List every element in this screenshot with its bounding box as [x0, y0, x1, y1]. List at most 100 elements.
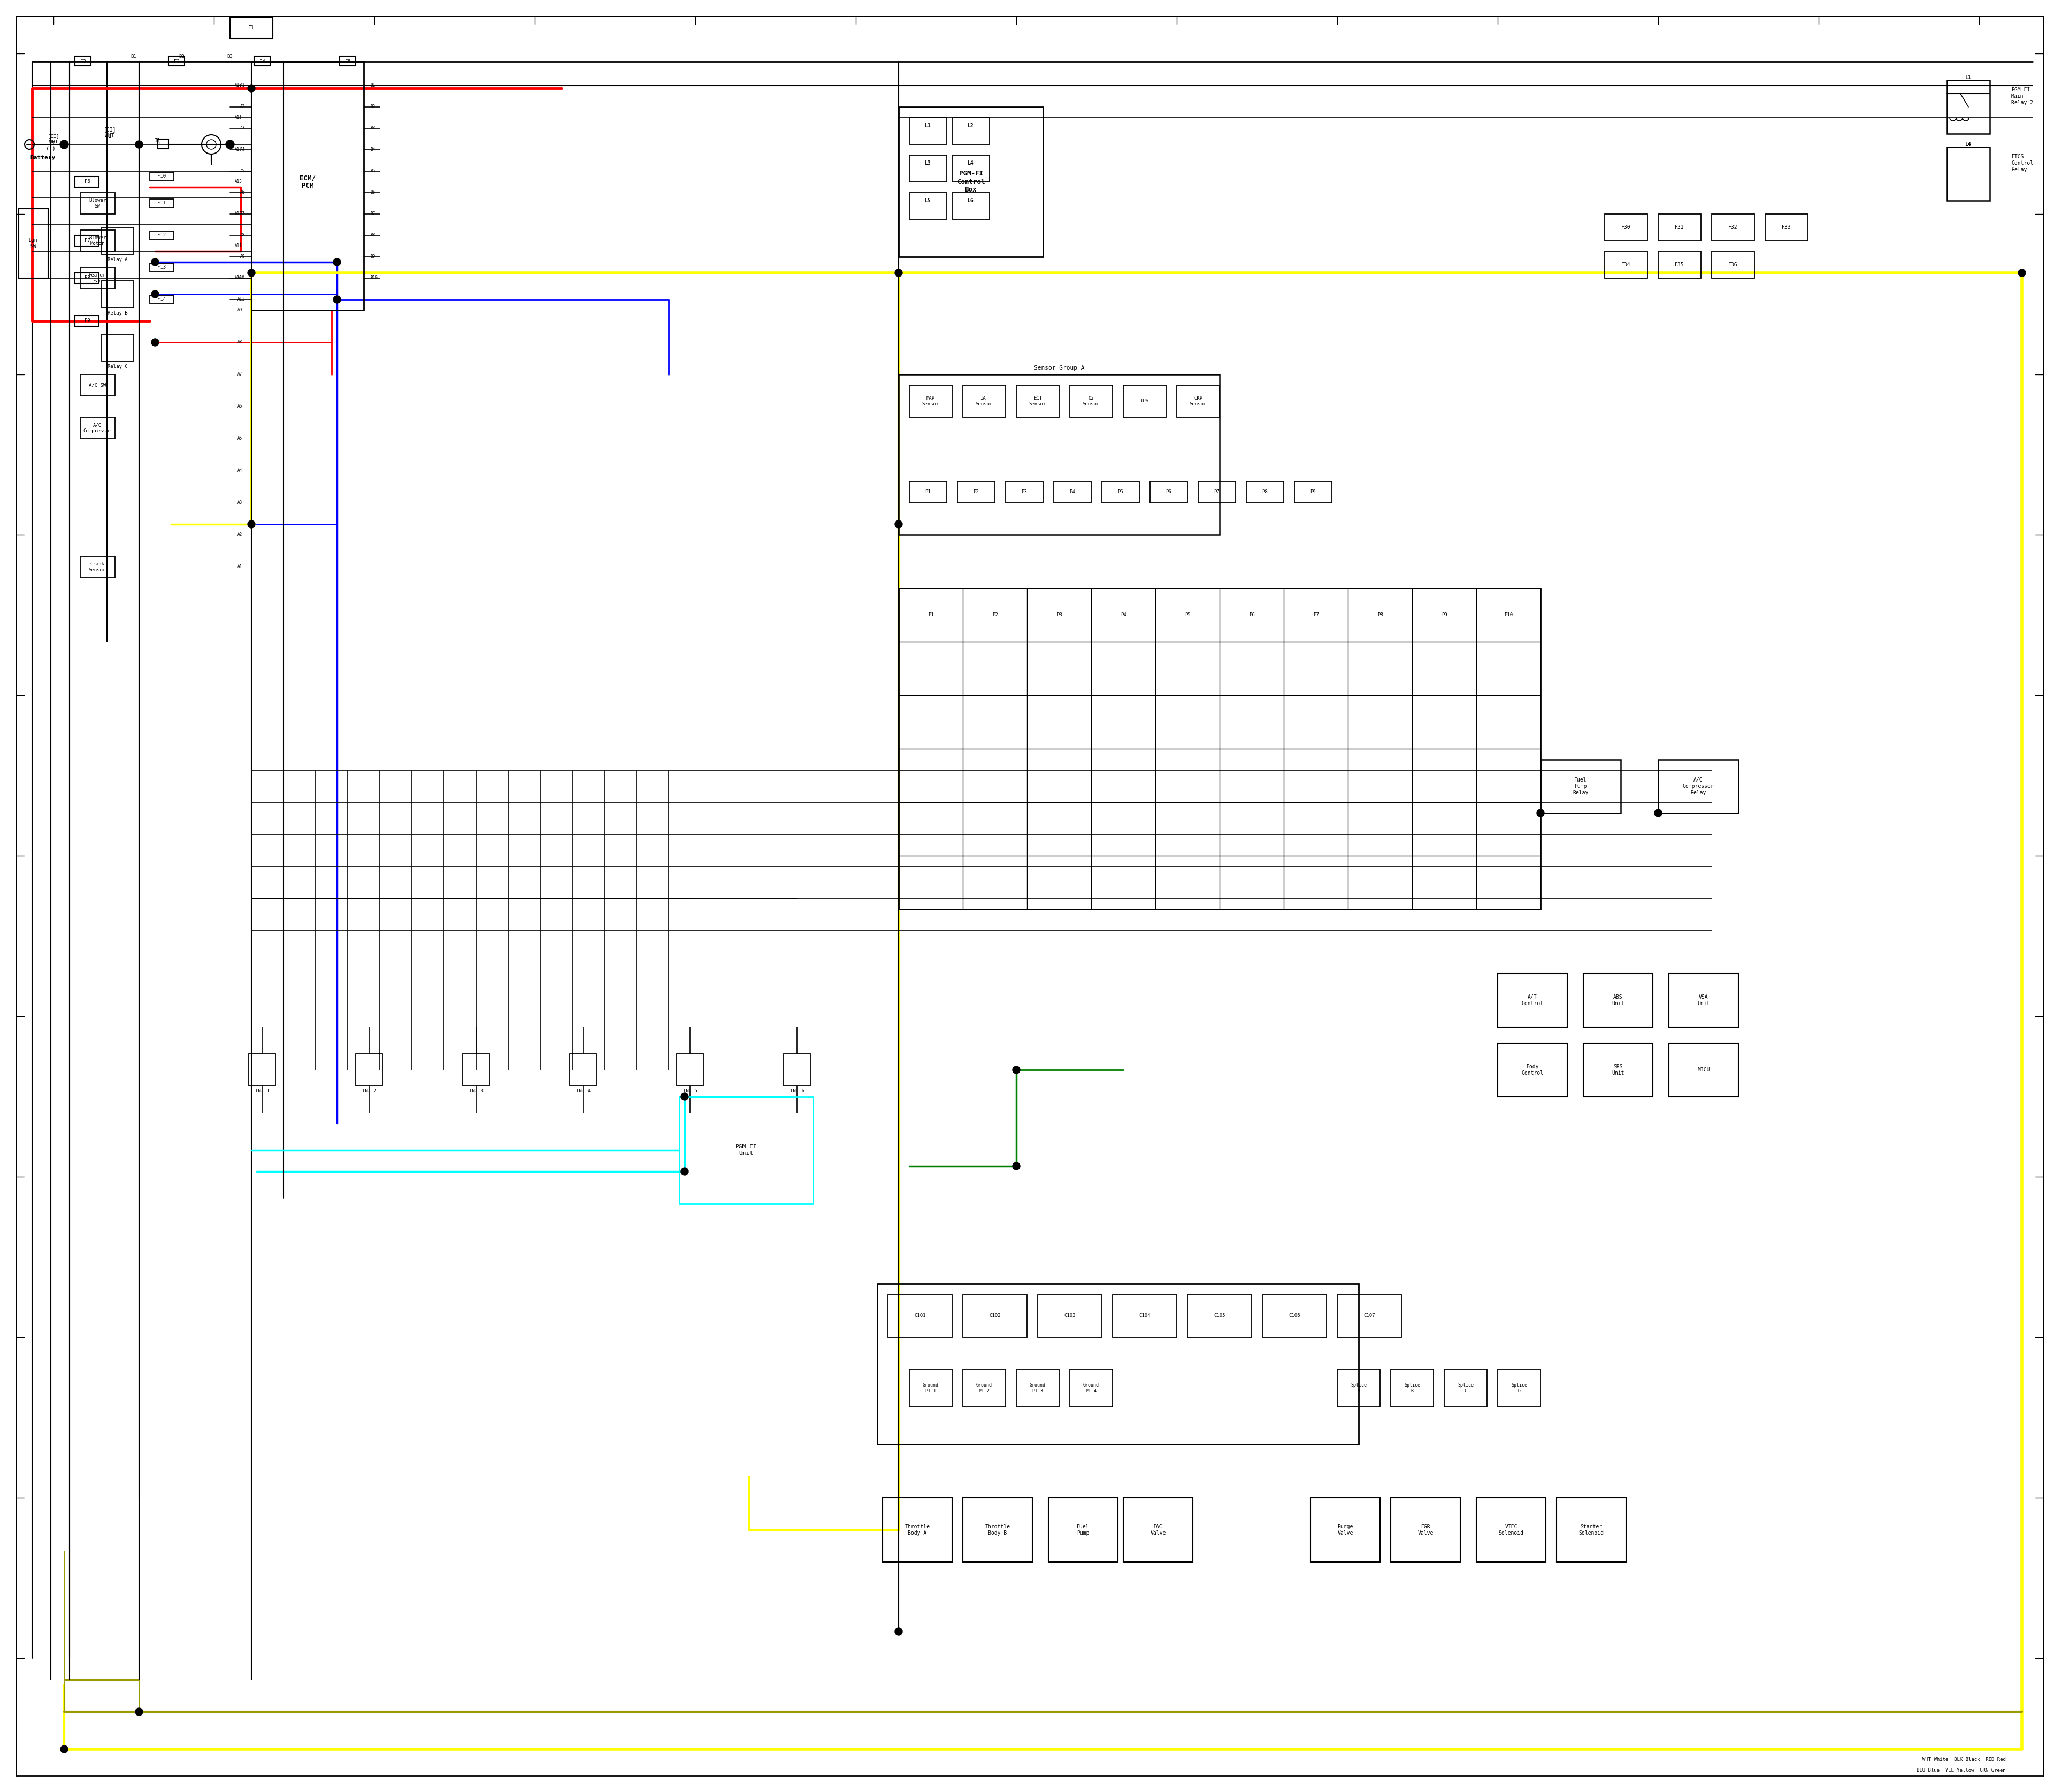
- Text: L4: L4: [1966, 142, 1972, 147]
- Circle shape: [249, 84, 255, 91]
- Text: B6: B6: [370, 190, 376, 195]
- Text: F5: F5: [345, 59, 351, 65]
- Bar: [1947, 81, 1990, 134]
- Text: WHT=White  BLK=Black  RED=Red: WHT=White BLK=Black RED=Red: [1923, 1758, 2007, 1762]
- Text: Starter
Solenoid: Starter Solenoid: [1580, 1525, 1604, 1536]
- Text: F32: F32: [1727, 224, 1738, 229]
- Text: P6: P6: [1167, 489, 1171, 495]
- Text: Crank
Sensor: Crank Sensor: [88, 563, 107, 572]
- Bar: [74, 235, 99, 246]
- Text: F13: F13: [158, 265, 166, 271]
- Text: T1: T1: [154, 138, 160, 143]
- Text: B3: B3: [370, 125, 376, 131]
- Text: A2: A2: [240, 104, 244, 109]
- Bar: [1497, 1369, 1540, 1407]
- Text: A6: A6: [238, 405, 242, 409]
- Text: Splice
C: Splice C: [1458, 1383, 1473, 1394]
- Text: TPS: TPS: [1140, 400, 1148, 403]
- Bar: [1017, 385, 1060, 418]
- Bar: [255, 56, 271, 66]
- Text: P9: P9: [1310, 489, 1317, 495]
- Bar: [150, 263, 175, 272]
- Text: Throttle
Body B: Throttle Body B: [986, 1525, 1011, 1536]
- Bar: [1124, 1498, 1193, 1563]
- Text: Ground
Pt 2: Ground Pt 2: [976, 1383, 992, 1394]
- Text: F6: F6: [84, 179, 90, 185]
- Circle shape: [249, 520, 255, 529]
- Text: A6: A6: [240, 190, 244, 195]
- Circle shape: [333, 296, 341, 303]
- Bar: [1947, 147, 1990, 201]
- Bar: [462, 1054, 489, 1086]
- Text: F10: F10: [158, 174, 166, 179]
- Text: Throttle
Body A: Throttle Body A: [904, 1525, 930, 1536]
- Text: B2: B2: [179, 54, 185, 59]
- Text: ECM/
PCM: ECM/ PCM: [300, 174, 316, 190]
- Bar: [1658, 213, 1701, 240]
- Text: Purge
Valve: Purge Valve: [1337, 1525, 1354, 1536]
- Bar: [1584, 973, 1653, 1027]
- Text: B1: B1: [370, 82, 376, 88]
- Bar: [1048, 1498, 1117, 1563]
- Text: B3: B3: [228, 54, 232, 59]
- Text: A12: A12: [234, 211, 242, 217]
- Text: P1: P1: [928, 613, 935, 618]
- Bar: [883, 1498, 953, 1563]
- Bar: [910, 118, 947, 145]
- Text: C102: C102: [990, 1314, 1000, 1319]
- Bar: [80, 418, 115, 439]
- Text: F34: F34: [1621, 262, 1631, 267]
- Text: A11: A11: [234, 244, 242, 249]
- Bar: [963, 1369, 1006, 1407]
- Text: VTEC
Solenoid: VTEC Solenoid: [1499, 1525, 1524, 1536]
- Bar: [1054, 482, 1091, 504]
- Text: P8: P8: [1376, 613, 1382, 618]
- Text: 1: 1: [158, 142, 160, 147]
- Text: P5: P5: [1185, 613, 1191, 618]
- Bar: [1263, 1294, 1327, 1337]
- Text: F14: F14: [158, 297, 166, 303]
- Text: Fuel
Pump
Relay: Fuel Pump Relay: [1573, 778, 1588, 796]
- Bar: [1247, 482, 1284, 504]
- Circle shape: [60, 1745, 68, 1753]
- Text: B8: B8: [370, 233, 376, 238]
- Text: Battery: Battery: [31, 156, 55, 161]
- Text: L1: L1: [1966, 75, 1972, 81]
- Text: A4: A4: [240, 147, 244, 152]
- Circle shape: [60, 140, 68, 149]
- Bar: [1497, 1043, 1567, 1097]
- Bar: [1006, 482, 1043, 504]
- Bar: [150, 231, 175, 240]
- Text: A14: A14: [234, 147, 242, 152]
- Bar: [1070, 1369, 1113, 1407]
- Bar: [910, 385, 953, 418]
- Text: Ign
SW: Ign SW: [29, 238, 37, 249]
- Text: B9: B9: [370, 254, 376, 260]
- Text: A5: A5: [240, 168, 244, 174]
- Text: A/C SW: A/C SW: [88, 383, 107, 387]
- Text: L4: L4: [967, 161, 974, 167]
- Text: A3: A3: [238, 500, 242, 505]
- Text: Relay C: Relay C: [107, 364, 127, 369]
- Text: C107: C107: [1364, 1314, 1374, 1319]
- Bar: [900, 108, 1043, 256]
- Text: B2: B2: [370, 104, 376, 109]
- Bar: [1764, 213, 1808, 240]
- Text: Fuel
Pump: Fuel Pump: [1076, 1525, 1089, 1536]
- Text: INJ 5: INJ 5: [682, 1090, 696, 1093]
- Text: Splice
A: Splice A: [1352, 1383, 1366, 1394]
- Text: Relay A: Relay A: [107, 256, 127, 262]
- Text: P2: P2: [992, 613, 998, 618]
- Text: B5: B5: [370, 168, 376, 174]
- Text: L6: L6: [967, 197, 974, 202]
- Text: IAC
Valve: IAC Valve: [1150, 1525, 1167, 1536]
- Text: PGM-FI
Main
Relay 2: PGM-FI Main Relay 2: [2011, 88, 2033, 106]
- Text: A13: A13: [234, 179, 242, 185]
- Text: B10: B10: [370, 276, 378, 281]
- Bar: [74, 272, 99, 283]
- Text: 1: 1: [109, 134, 111, 140]
- Text: Ground
Pt 1: Ground Pt 1: [922, 1383, 939, 1394]
- Bar: [101, 228, 134, 254]
- Bar: [1337, 1294, 1401, 1337]
- Circle shape: [333, 258, 341, 265]
